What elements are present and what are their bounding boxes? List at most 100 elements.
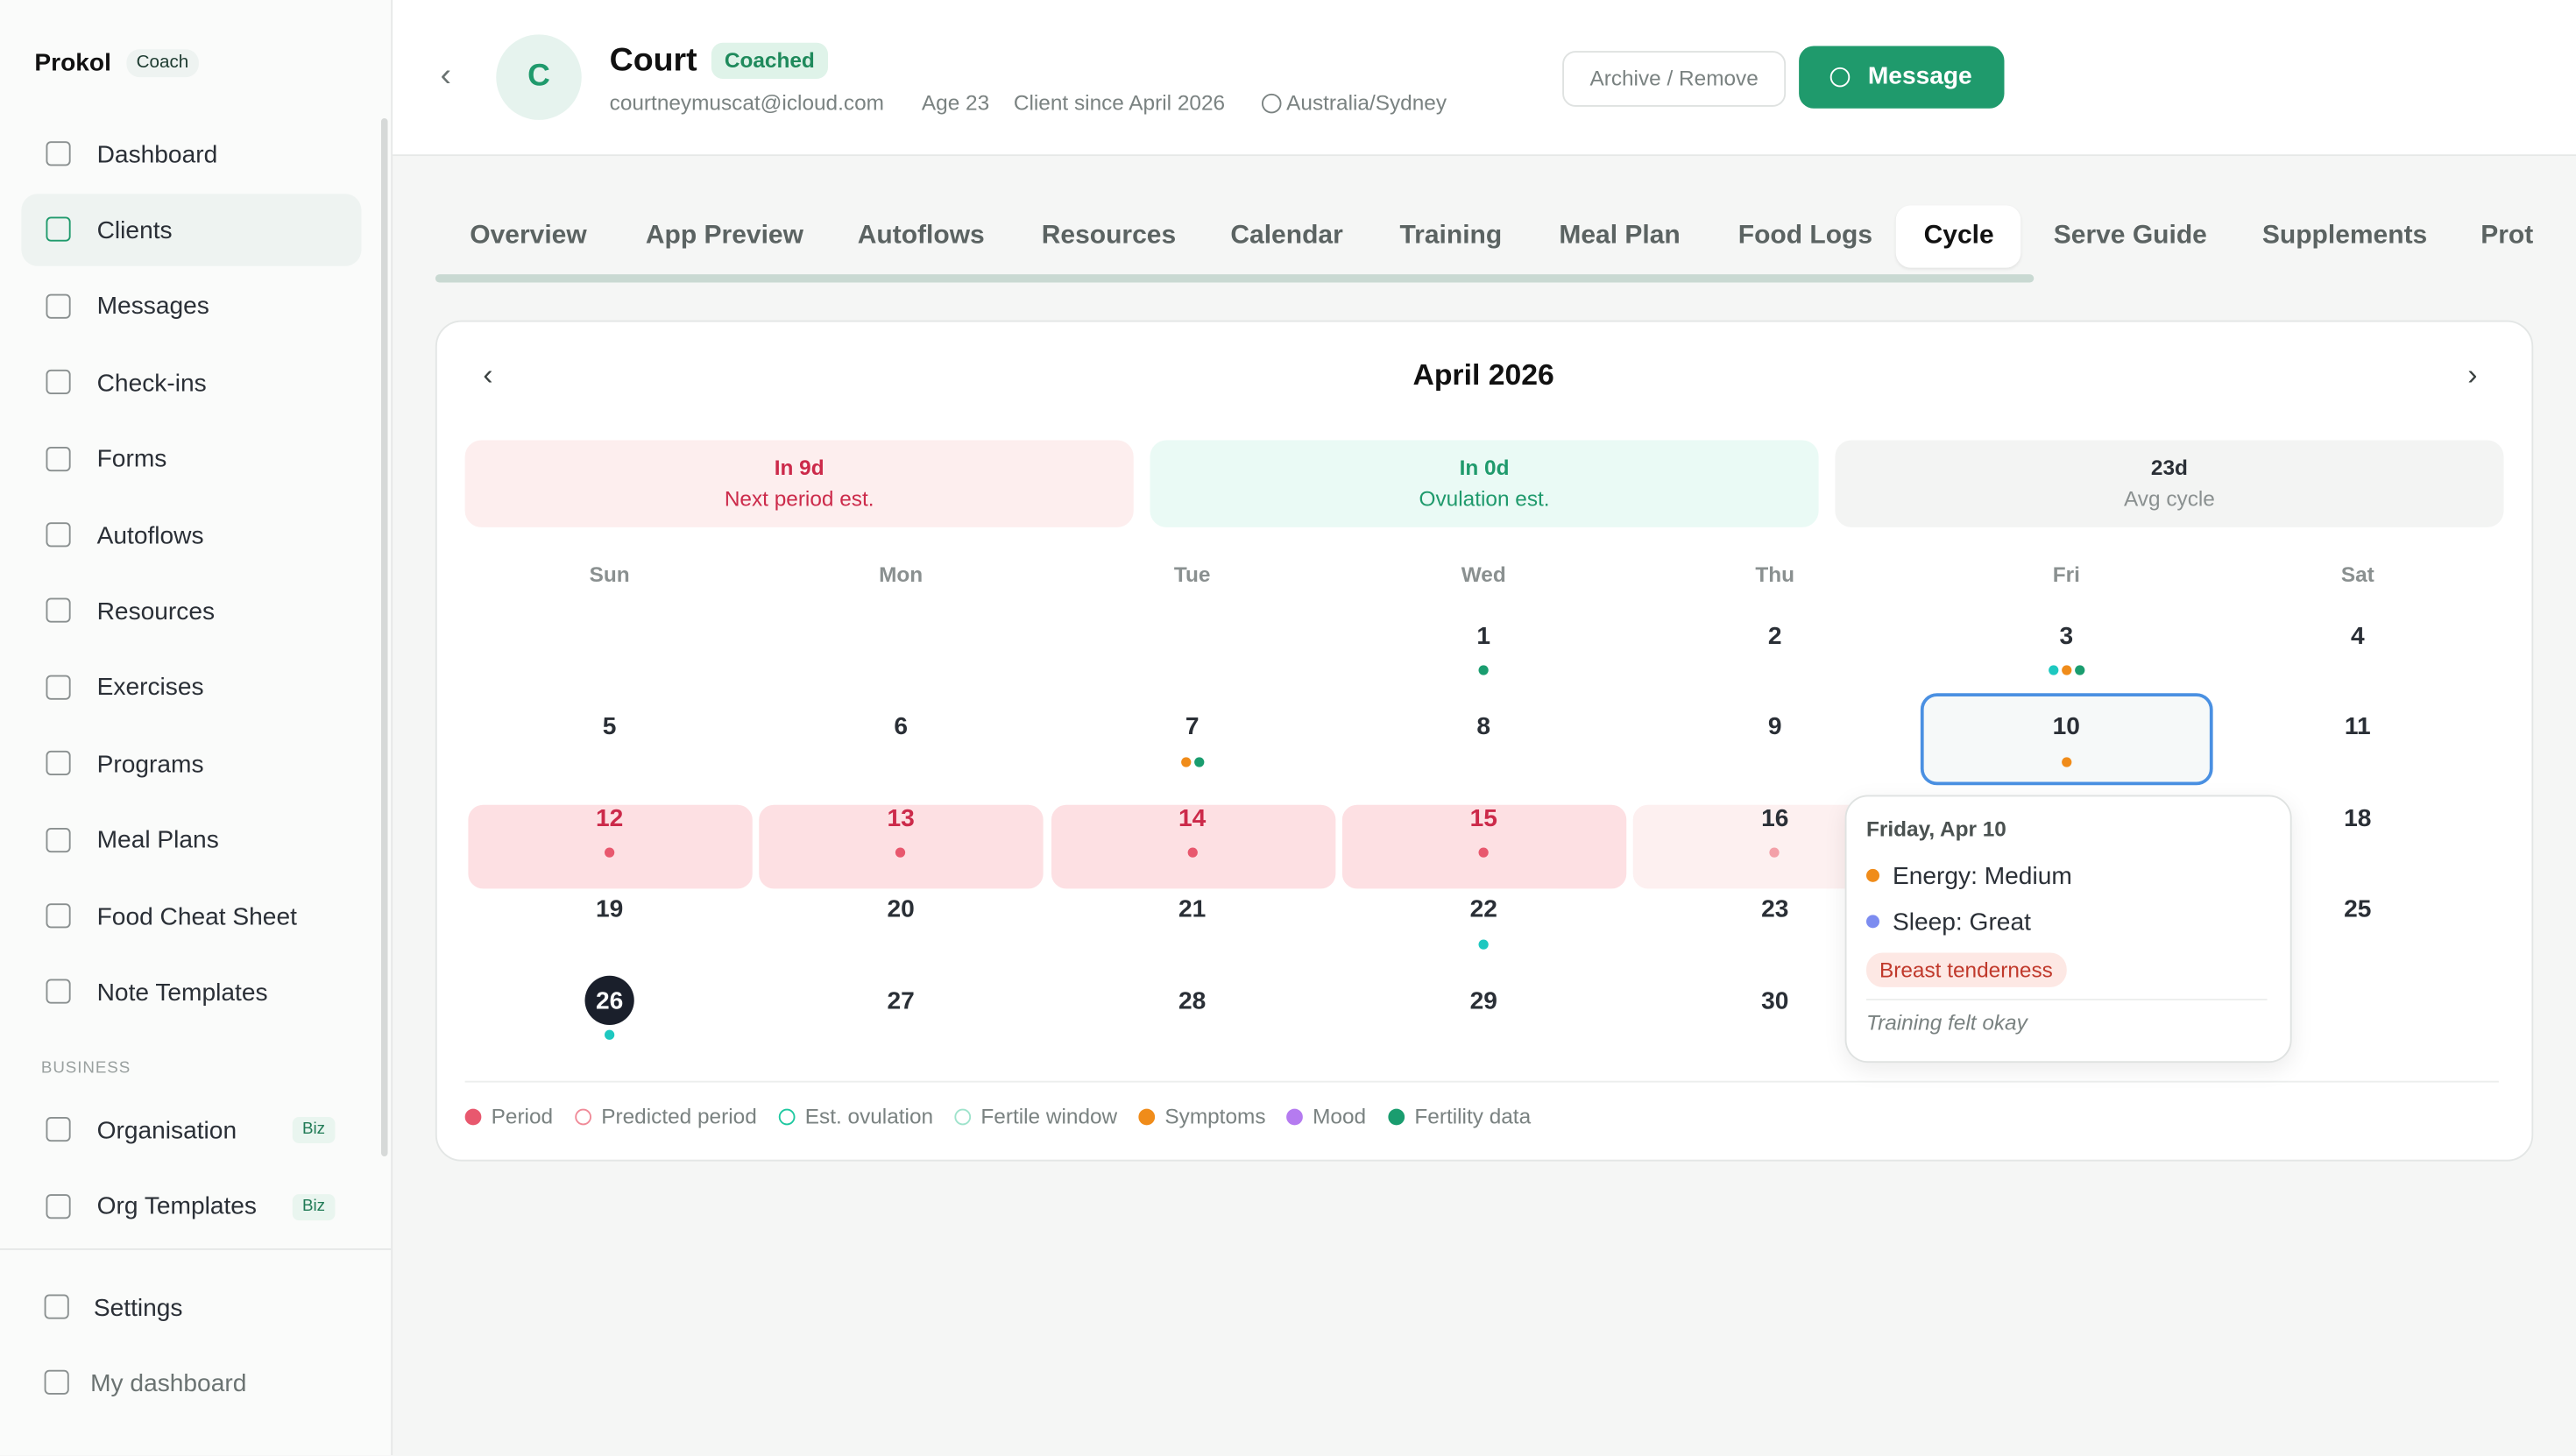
day-dot (1770, 847, 1780, 858)
nav-item[interactable]: Organisation (96, 1116, 237, 1144)
tab[interactable]: Food Logs (1737, 221, 1873, 250)
nav-item[interactable]: Programs (96, 750, 204, 779)
nav-item[interactable]: Resources (96, 597, 216, 626)
stat-box (1835, 440, 2504, 527)
tab[interactable]: Overview (470, 221, 587, 250)
nav-item[interactable]: Forms (96, 445, 167, 474)
back-button[interactable]: ‹ (440, 57, 452, 94)
icon (46, 827, 71, 852)
tab[interactable]: Cycle (1923, 221, 1994, 250)
tab[interactable]: Meal Plan (1559, 221, 1681, 250)
nav-item[interactable]: Food Cheat Sheet (96, 902, 297, 931)
day-number[interactable]: 21 (1178, 894, 1207, 923)
day-number[interactable]: 7 (1185, 712, 1200, 741)
day-dot (2048, 665, 2058, 675)
nav-item[interactable]: Note Templates (96, 979, 268, 1007)
day-number[interactable]: 11 (2344, 712, 2371, 741)
day-number[interactable]: 2 (1767, 621, 1782, 650)
tab-fade (2535, 197, 2576, 279)
weekday: Fri (2052, 562, 2080, 587)
day-number[interactable]: 27 (887, 986, 915, 1014)
day-number[interactable]: 6 (894, 712, 908, 741)
day-number[interactable]: 19 (595, 894, 624, 923)
day-number[interactable]: 26 (595, 986, 624, 1014)
day-number[interactable]: 20 (887, 894, 915, 923)
tab[interactable]: Training (1399, 221, 1503, 250)
day-number[interactable]: 28 (1178, 986, 1207, 1014)
icon (44, 1369, 69, 1395)
icon (46, 141, 71, 166)
client-name: Court (609, 42, 697, 79)
nav-item[interactable]: Org Templates (96, 1192, 257, 1221)
icon (46, 903, 71, 929)
day-number[interactable]: 3 (2059, 621, 2074, 650)
period-cell (1341, 804, 1627, 889)
nav-item[interactable]: Dashboard (96, 140, 218, 169)
legend-label: Est. ovulation (804, 1103, 934, 1128)
tab[interactable]: Prot (2480, 221, 2534, 250)
day-dot (1478, 938, 1489, 949)
day-number[interactable]: 4 (2350, 621, 2365, 650)
legend-label: Fertile window (980, 1103, 1118, 1128)
day-number[interactable]: 25 (2344, 894, 2372, 923)
weekday: Sat (2340, 562, 2374, 587)
legend-swatch (954, 1108, 972, 1126)
nav-item[interactable]: Check-ins (96, 369, 207, 398)
weekday: Mon (879, 562, 924, 587)
day-number[interactable]: 29 (1469, 986, 1497, 1014)
day-number[interactable]: 10 (2052, 712, 2080, 741)
stat-label: Next period est. (724, 485, 874, 511)
stat-box (464, 440, 1134, 527)
day-number[interactable]: 18 (2344, 803, 2372, 832)
day-number[interactable]: 9 (1767, 712, 1782, 741)
footer-item[interactable]: Settings (93, 1293, 183, 1322)
day-dot (605, 847, 615, 858)
tab[interactable]: Autoflows (857, 221, 985, 250)
stat-value: In 0d (1459, 455, 1510, 480)
tooltip-note: Training felt okay (1866, 1009, 2028, 1035)
nav-item[interactable]: Autoflows (96, 521, 204, 550)
day-number[interactable]: 8 (1476, 712, 1491, 741)
nav-item[interactable]: Exercises (96, 674, 204, 703)
archive-button[interactable]: Archive / Remove (1562, 51, 1787, 107)
tab[interactable]: Resources (1041, 221, 1177, 250)
legend-swatch (575, 1108, 591, 1126)
day-number[interactable]: 13 (887, 803, 915, 832)
day-number[interactable]: 23 (1761, 894, 1789, 923)
day-number[interactable]: 1 (1476, 621, 1491, 650)
legend-swatch (1388, 1108, 1405, 1126)
tooltip-divider (1866, 999, 2268, 1000)
day-number[interactable]: 5 (602, 712, 617, 741)
next-month[interactable]: › (2467, 358, 2478, 392)
age: Age 23 (921, 89, 990, 116)
prev-month[interactable]: ‹ (483, 358, 493, 392)
tab[interactable]: Calendar (1230, 221, 1343, 250)
day-number[interactable]: 22 (1469, 894, 1497, 923)
tooltip-item: Sleep: Great (1893, 907, 2031, 936)
day-dot (1478, 665, 1489, 675)
day-number[interactable]: 12 (595, 803, 624, 832)
nav-item[interactable]: Messages (96, 293, 209, 322)
day-number[interactable]: 15 (1469, 803, 1497, 832)
stat-box (1150, 440, 1819, 527)
day-dot (1180, 756, 1191, 767)
tab[interactable]: Serve Guide (2053, 221, 2207, 250)
day-number[interactable]: 16 (1761, 803, 1789, 832)
weekday: Tue (1173, 562, 1211, 587)
nav-item[interactable]: Clients (96, 216, 173, 245)
day-number[interactable]: 14 (1178, 803, 1207, 832)
message-button[interactable]: Message (1799, 46, 2005, 109)
icon (46, 598, 71, 624)
legend-label: Fertility data (1414, 1103, 1532, 1128)
email: courtneymuscat@icloud.com (609, 89, 884, 116)
legend-label: Predicted period (601, 1103, 757, 1128)
legend-divider (464, 1080, 2499, 1083)
tab[interactable]: Supplements (2261, 221, 2428, 250)
footer-item[interactable]: My dashboard (90, 1368, 247, 1397)
legend-label: Period (491, 1103, 554, 1128)
period-cell (759, 804, 1044, 889)
day-number[interactable]: 30 (1761, 986, 1789, 1014)
timezone: Australia/Sydney (1286, 89, 1447, 116)
tab[interactable]: App Preview (645, 221, 803, 250)
nav-item[interactable]: Meal Plans (96, 826, 219, 855)
